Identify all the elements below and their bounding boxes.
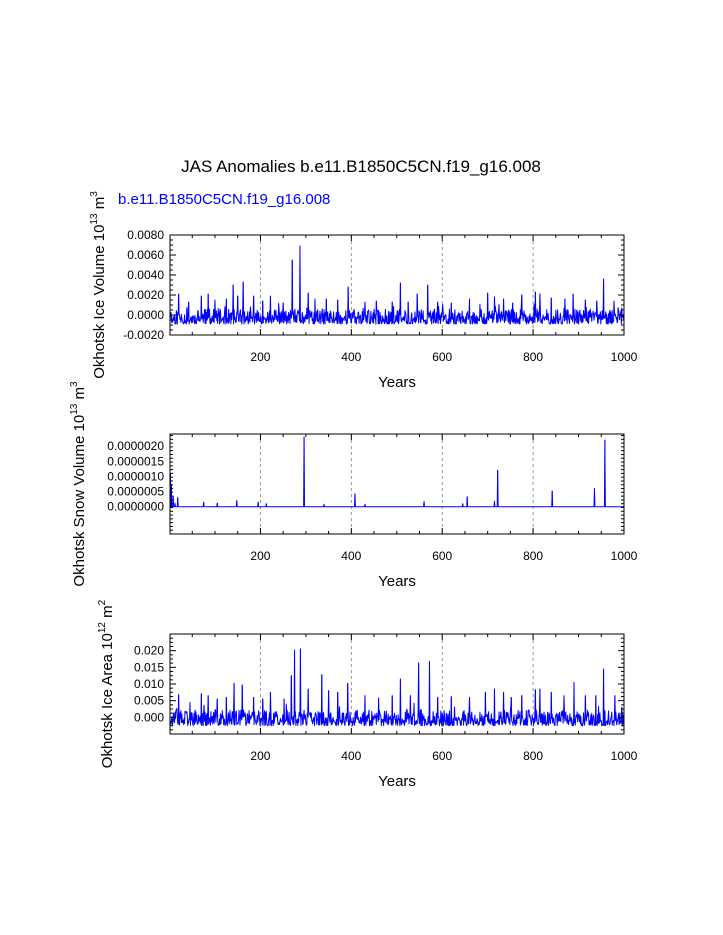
ice-volume-x-tick-label: 400 xyxy=(341,350,361,364)
snow-volume-y-axis-label-unit-exponent: 3 xyxy=(69,381,80,387)
ice-area-y-axis-label-unit: m xyxy=(99,605,116,622)
snow-volume-series-line xyxy=(169,436,625,508)
series-legend-label: b.e11.B1850C5CN.f19_g16.008 xyxy=(118,191,330,208)
ice-volume-y-tick-label: 0.0040 xyxy=(127,268,164,282)
ice-area-x-tick-label: 200 xyxy=(250,749,270,763)
ice-volume-y-tick-label: 0.0080 xyxy=(127,228,164,242)
ice-volume-y-axis-label: Okhotsk Ice Volume 1013 m3 xyxy=(89,191,108,379)
snow-volume-x-tick-label: 1000 xyxy=(611,549,638,563)
ice-volume-x-tick-label: 200 xyxy=(250,350,270,364)
ice-volume-x-axis-label: Years xyxy=(378,374,416,391)
ice-area-y-tick-label: 0.020 xyxy=(134,644,164,658)
snow-volume-plot-frame xyxy=(169,433,625,535)
snow-volume-x-tick-label: 800 xyxy=(523,549,543,563)
main-title: JAS Anomalies b.e11.B1850C5CN.f19_g16.00… xyxy=(181,157,541,176)
snow-volume-x-tick-label: 200 xyxy=(250,549,270,563)
ice-area-y-axis-label-main: Okhotsk Ice Area 10 xyxy=(99,633,116,768)
ice-volume-y-tick-label: 0.0060 xyxy=(127,248,164,262)
ice-volume-series-line xyxy=(169,245,625,325)
snow-volume-y-axis-label-exponent: 13 xyxy=(69,403,80,415)
ice-area-x-axis-label: Years xyxy=(378,773,416,790)
snow-volume-y-axis-label-unit: m xyxy=(71,387,88,404)
snow-volume-y-axis-label-main: Okhotsk Snow Volume 10 xyxy=(71,415,88,587)
ice-area-x-tick-label: 1000 xyxy=(611,749,638,763)
snow-volume-x-tick-label: 400 xyxy=(341,549,361,563)
ice-volume-y-axis-label-unit: m xyxy=(91,197,108,214)
ice-area-y-axis-label-unit-exponent: 2 xyxy=(97,599,108,605)
ice-volume-y-axis-label-unit-exponent: 3 xyxy=(89,191,100,197)
ice-area-y-tick-label: 0.015 xyxy=(134,660,164,674)
snow-volume-y-tick-label: 0.0000020 xyxy=(107,439,164,453)
ice-volume-y-axis-label-main: Okhotsk Ice Volume 10 xyxy=(91,225,108,379)
ice-area-series-line xyxy=(169,648,625,727)
ice-volume-x-tick-label: 600 xyxy=(432,350,452,364)
snow-volume-y-tick-label: 0.0000000 xyxy=(107,500,164,514)
snow-volume-x-axis-label: Years xyxy=(378,573,416,590)
snow-volume-y-axis-label: Okhotsk Snow Volume 1013 m3 xyxy=(69,381,88,587)
ice-area-x-tick-label: 600 xyxy=(432,749,452,763)
snow-volume-y-tick-label: 0.0000010 xyxy=(107,469,164,483)
ice-volume-x-tick-label: 1000 xyxy=(611,350,638,364)
ice-area-panel: 200 400 600 800 1000 0.000 0.005 0.010 0.015 0.02… xyxy=(97,599,638,790)
snow-volume-x-tick-label: 600 xyxy=(432,549,452,563)
ice-volume-panel: 200 400 600 800 1000 -0.0020 0.0000 0.0020 0.004… xyxy=(89,191,638,391)
ice-volume-y-axis-label-exponent: 13 xyxy=(89,213,100,225)
ice-volume-x-tick-label: 800 xyxy=(523,350,543,364)
ice-area-y-axis-label-exponent: 12 xyxy=(97,622,108,634)
ice-area-y-tick-label: 0.000 xyxy=(134,710,164,724)
snow-volume-y-tick-label: 0.0000005 xyxy=(107,485,164,499)
ice-volume-y-tick-label: 0.0000 xyxy=(127,308,164,322)
ice-area-y-tick-label: 0.010 xyxy=(134,677,164,691)
ice-area-x-tick-label: 800 xyxy=(523,749,543,763)
ice-area-y-axis-label: Okhotsk Ice Area 1012 m2 xyxy=(97,599,116,768)
ice-volume-y-tick-label: 0.0020 xyxy=(127,288,164,302)
ice-area-y-tick-label: 0.005 xyxy=(134,694,164,708)
ice-area-x-tick-label: 400 xyxy=(341,749,361,763)
ice-volume-y-tick-label: -0.0020 xyxy=(123,328,164,342)
snow-volume-y-tick-label: 0.0000015 xyxy=(107,454,164,468)
